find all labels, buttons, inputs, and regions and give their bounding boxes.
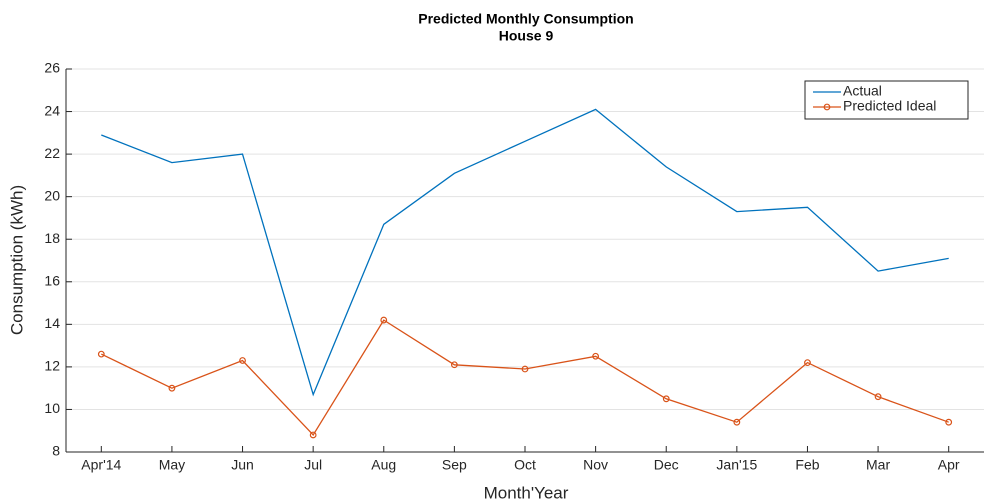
point-marker [521,365,529,373]
chart-title: Predicted Monthly Consumption [418,11,633,27]
y-tick-label: 12 [44,358,60,374]
point-marker [804,359,811,367]
y-tick-label: 18 [44,230,60,246]
x-axis-label: Month'Year [484,483,569,502]
x-tick-label: Sep [442,457,467,473]
y-tick-label: 26 [44,60,60,76]
point-marker [380,316,388,324]
point-marker [874,393,882,401]
y-tick-label: 10 [44,400,60,416]
point-marker [662,395,670,403]
x-tick-label: Mar [866,457,890,473]
legend-label: Predicted Ideal [843,98,936,114]
x-tick-label: Feb [795,457,819,473]
point-marker [733,418,741,426]
x-tick-label: Oct [514,457,536,473]
point-marker [945,418,953,426]
series-line [101,319,949,437]
x-tick-label: Apr'14 [81,457,121,473]
x-tick-label: May [159,457,185,473]
x-tick-label: Jul [304,457,322,473]
x-tick-label: Apr [938,457,960,473]
series-line [101,108,949,397]
y-tick-label: 22 [44,145,60,161]
x-tick-label: Jan'15 [716,457,757,473]
y-tick-label: 16 [44,272,60,288]
legend-box [804,80,969,120]
point-marker [309,431,317,439]
y-tick-label: 14 [44,315,60,331]
y-tick-label: 8 [52,443,60,459]
point-marker [450,361,458,369]
legend-marker [823,103,831,111]
point-marker [168,384,176,392]
y-tick-label: 20 [44,187,60,203]
x-tick-label: Nov [583,457,608,473]
point-marker [592,352,600,360]
legend-label: Actual [843,83,882,99]
y-tick-label: 24 [44,102,60,118]
chart-subtitle: House 9 [499,28,554,44]
point-marker [239,357,246,364]
point-marker [97,350,105,358]
x-tick-label: Dec [654,457,679,473]
x-tick-label: Aug [371,457,396,473]
x-tick-label: Jun [231,457,254,473]
y-axis-label: Consumption (kWh) [7,185,26,335]
